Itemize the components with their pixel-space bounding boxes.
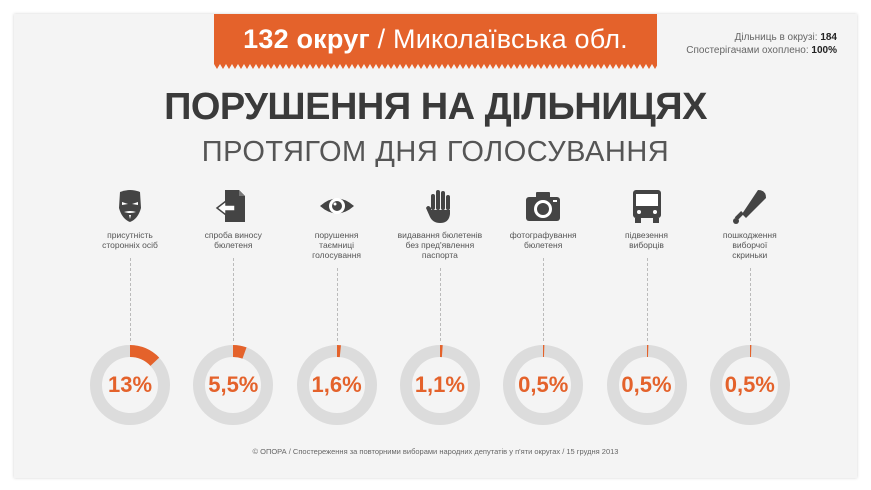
dashed-connector [749,268,751,341]
chart-subtitle: ПРОТЯГОМ ДНЯ ГОЛОСУВАННЯ [201,136,670,168]
donut-value-arc [90,345,170,425]
dashed-connector [233,258,235,341]
dashed-connector [543,258,545,341]
category-label-line: бюлетеня [214,240,253,250]
category-label-line: таємниці [319,240,355,250]
donut-value-arc [606,345,687,425]
donut-chart: 0,5% [503,345,584,425]
category-label: видавання бюлетенів без пред'явлення паспо… [380,230,500,260]
banner-zigzag-edge [214,64,657,69]
source-footer: © ОПОРА / Спостереження за повторними ви… [252,447,619,456]
stations-line: Дільниць в окрузі: 184 [686,31,837,44]
category-label-line: порушення [314,230,359,240]
category-label-line: бюлетеня [524,240,563,250]
category-label-line: присутність [107,230,153,240]
stations-label: Дільниць в окрузі: [734,32,818,43]
category-label-line: виборчої [732,240,768,250]
donut-value-label: 0,5% [621,372,672,397]
category-label: порушення таємниці голосування [277,230,397,260]
donut-value-label: 1,1% [414,372,465,397]
bat-icon [730,186,770,226]
donut-value-label: 0,5% [724,372,775,397]
donut-chart: 1,1% [399,345,480,425]
donut-chart: 0,5% [606,345,687,425]
coverage-line: Спостерігачами охоплено: 100% [686,44,837,57]
donut-value-label: 13% [107,372,153,397]
document-out-icon [213,186,253,226]
donut-value-arc [399,345,480,425]
donut-chart: 0,5% [709,345,790,425]
category-label-line: виборців [629,240,664,250]
stations-value: 184 [820,32,837,43]
donut-value-arc [193,345,274,425]
chart-title: ПОРУШЕННЯ НА ДІЛЬНИЦЯХ [164,86,707,128]
donut-value-label: 5,5% [208,372,259,397]
category-label: підвезення виборців [587,230,707,250]
category-label-line: фотографування [509,230,577,240]
category-label-line: спроба виносу [204,230,262,240]
hand-icon [420,186,460,226]
mask-icon [110,186,150,226]
donut-value-label: 0,5% [518,372,569,397]
district-banner: 132 округ / Миколаївська обл. [214,14,657,64]
category-label-line: скриньки [732,250,768,260]
category-label-line: без пред'явлення [405,240,475,250]
donut-value-arc [503,345,584,425]
donut-chart: 5,5% [193,345,274,425]
category-label-line: підвезення [625,230,668,240]
donut-value-label: 1,6% [311,372,362,397]
donut-chart: 1,6% [296,345,377,425]
category-label: присутність сторонніх осіб [70,230,190,250]
donut-value-arc [296,345,377,425]
donut-chart: 13% [90,345,170,425]
category-label-line: паспорта [421,250,458,260]
district-region: / Миколаївська обл. [377,23,628,54]
dashed-connector [439,268,441,341]
eye-icon [317,186,357,226]
category-label: пошкодження виборчої скриньки [690,230,810,260]
donut-value-arc [709,345,790,425]
category-label: спроба виносу бюлетеня [173,230,293,250]
dashed-connector [646,258,648,341]
camera-icon [523,186,563,226]
bus-icon [627,186,667,226]
category-label-line: сторонніх осіб [102,240,158,250]
category-label: фотографування бюлетеня [483,230,603,250]
district-number: 132 округ [243,23,370,54]
category-label-line: голосування [312,250,362,260]
coverage-label: Спостерігачами охоплено: [686,45,809,56]
dashed-connector [336,268,338,341]
category-label-line: видавання бюлетенів [397,230,483,240]
dashed-connector [130,258,131,341]
district-stats: Дільниць в окрузі: 184 Спостерігачами ох… [686,31,837,57]
category-label-line: пошкодження [722,230,777,240]
coverage-value: 100% [811,45,837,56]
